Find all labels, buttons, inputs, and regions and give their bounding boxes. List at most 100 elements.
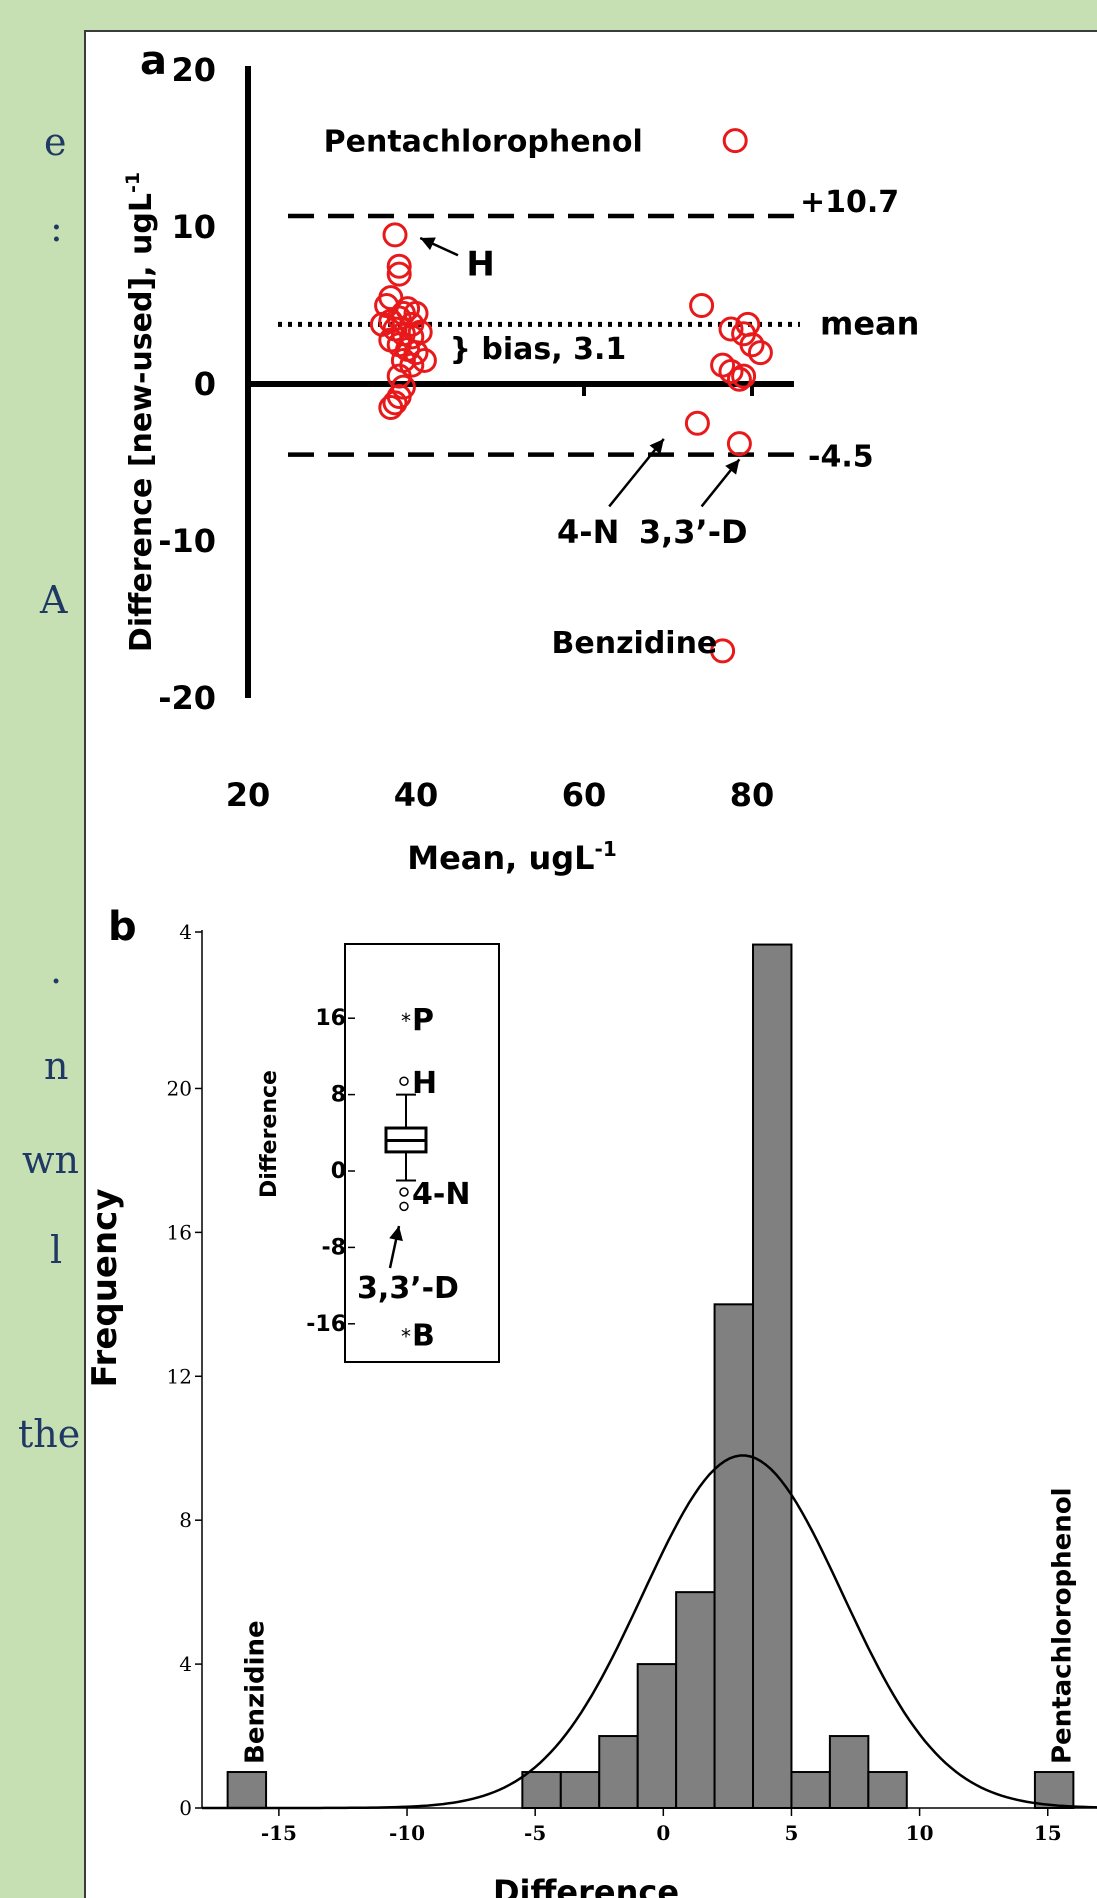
panel-a-annotation-pentachlorophenol: Pentachlorophenol [324, 125, 643, 160]
panel-a-arrow-h-head [420, 237, 436, 251]
panel-a-y-tick-label: -20 [158, 679, 216, 717]
panel-b-annotation-pentachlorophenol: Pentachlorophenol [1048, 1487, 1078, 1764]
inset-outlier-label: P [412, 1003, 434, 1038]
inset-outlier-star: * [401, 1324, 411, 1348]
panel-a-point [718, 316, 744, 342]
panel-a-x-tick-label: 20 [226, 776, 271, 814]
panel-a-annotation-h: H [466, 245, 494, 285]
inset-y-tick-label: 8 [331, 1083, 346, 1108]
panel-a-bias-label: } bias, 3.1 [450, 332, 627, 367]
panel-a-y-tick-labels: 20 10 0 -10 -20 [158, 51, 216, 717]
panel-a-label: a [140, 38, 167, 84]
panel-a-chart: a 20 10 0 -10 -20 20 40 60 80 +10.7 mean -4.5} bi… [122, 38, 919, 877]
panel-b-bar [713, 1303, 755, 1809]
panel-b-bar [521, 1771, 562, 1810]
inset-outlier-circle [399, 1187, 409, 1197]
inset-y-tick-label: -8 [322, 1235, 346, 1260]
panel-a-point [739, 332, 765, 358]
figure-panel: a 20 10 0 -10 -20 20 40 60 80 +10.7 mean -4.5} bi… [84, 30, 1097, 1898]
inset-annotation-33d: 3,3’-D [357, 1271, 459, 1306]
left-column-text: e : A . n wn l the [0, 0, 80, 1896]
panel-a-y-tick-label: -10 [158, 522, 216, 560]
panel-a-point [411, 347, 437, 373]
panel-b-bar [828, 1735, 870, 1810]
panel-a-point [386, 305, 412, 331]
left-text-line-2: : [50, 206, 63, 250]
panel-b-y-tick-label: 0 [179, 1796, 192, 1820]
panel-a-point [382, 222, 408, 248]
panel-b-x-axis-label: Difference [493, 1873, 679, 1898]
panel-b-bar [636, 1663, 678, 1809]
panel-a-point [386, 363, 412, 389]
left-text-line-6: wn [22, 1138, 79, 1182]
panel-a-arrow-33d-head [725, 459, 740, 475]
panel-a-point [726, 431, 752, 457]
panel-b-normal-curve [202, 1454, 1097, 1810]
panel-a-point [386, 261, 412, 287]
panel-a-y-axis-label: Difference [new-used], ugL-1 [122, 172, 159, 652]
panel-b-bar [867, 1771, 908, 1810]
panel-b-bar [559, 1771, 601, 1810]
panel-a-upper-limit-label: +10.7 [800, 185, 899, 220]
inset-outlier-star: * [401, 1009, 411, 1033]
panel-a-x-tick-label: 40 [394, 776, 439, 814]
panel-a-x-tick-label: 80 [730, 776, 775, 814]
inset-outlier-label: 4-N [412, 1177, 470, 1212]
panel-a-annotation-33d: 3,3’-D [639, 513, 748, 551]
panel-a-point [386, 253, 412, 279]
inset-y-axis-label: Difference [257, 1070, 282, 1198]
panel-b-x-tick-label: -15 [261, 1821, 297, 1845]
panel-a-lines [245, 66, 804, 698]
panel-b-bars [226, 943, 1075, 1810]
panel-b-y-tick-labels: 0 4 8 12 16 20 4 [167, 920, 202, 1820]
panel-a-mean-label: mean [820, 304, 919, 342]
panel-b-y-axis-label: Frequency [86, 1188, 125, 1387]
inset-arrow-33d-head [389, 1226, 403, 1242]
panel-b-bar [226, 1771, 268, 1810]
panel-b-annotation-benzidine: Benzidine [240, 1620, 270, 1764]
panel-a-point [718, 358, 744, 384]
left-text-line-3: A [40, 578, 68, 622]
panel-a-point [403, 340, 429, 366]
panel-b-y-tick-label: 20 [167, 1076, 192, 1100]
panel-a-y-tick-label: 0 [194, 365, 216, 403]
inset-outlier-label: B [412, 1318, 435, 1353]
panel-a-point [684, 410, 710, 436]
panel-b-bar [752, 943, 793, 1809]
inset-outlier-circle [399, 1201, 409, 1212]
panel-a-point [726, 366, 752, 392]
panel-a-point [689, 293, 715, 318]
left-text-line-1: e [44, 120, 67, 164]
panel-b-bar [598, 1735, 639, 1810]
panel-b-y-tick-label: 8 [179, 1508, 192, 1532]
panel-b-x-tick-label: -10 [389, 1821, 425, 1845]
panel-a-annotation-4n: 4-N [557, 513, 619, 551]
panel-b-chart: b 0 4 8 12 16 20 4 -15 -10 -5 0 5 10 15 Benzidine Pen… [86, 904, 1097, 1898]
panel-b-y-tick-label: 4 [179, 1652, 192, 1676]
panel-b-bar [1033, 1771, 1075, 1810]
panel-b-x-tick-label: 0 [656, 1821, 670, 1845]
inset-y-tick-label: 16 [315, 1006, 346, 1031]
panel-a-point [722, 128, 748, 154]
panel-a-point [747, 340, 773, 366]
panel-b-x-tick-label: -5 [524, 1821, 546, 1845]
left-text-line-7: l [50, 1228, 63, 1272]
panel-a-y-tick-label: 10 [171, 208, 216, 246]
inset-y-tick-label: -16 [306, 1312, 346, 1337]
inset-outlier-label: H [412, 1066, 437, 1101]
panel-a-x-axis-label: Mean, ugL-1 [407, 837, 617, 877]
panel-a-arrow-4n-head [649, 438, 664, 455]
panel-a-annotation-benzidine: Benzidine [552, 626, 718, 661]
panel-b-bar [790, 1771, 831, 1810]
panel-a-point [710, 638, 736, 664]
inset-y-tick-label: 0 [331, 1159, 346, 1184]
panel-a-annotations: +10.7 mean -4.5 } bias, 3.1 Pentachloropheno… [324, 125, 920, 661]
panel-b-y-tick-label: 16 [167, 1220, 192, 1244]
panel-a-x-tick-label: 60 [562, 776, 607, 814]
inset-outlier-circle [399, 1076, 409, 1086]
left-text-line-4: . [50, 948, 63, 992]
panel-a-lower-limit-label: -4.5 [808, 440, 874, 475]
left-text-line-5: n [44, 1044, 69, 1088]
